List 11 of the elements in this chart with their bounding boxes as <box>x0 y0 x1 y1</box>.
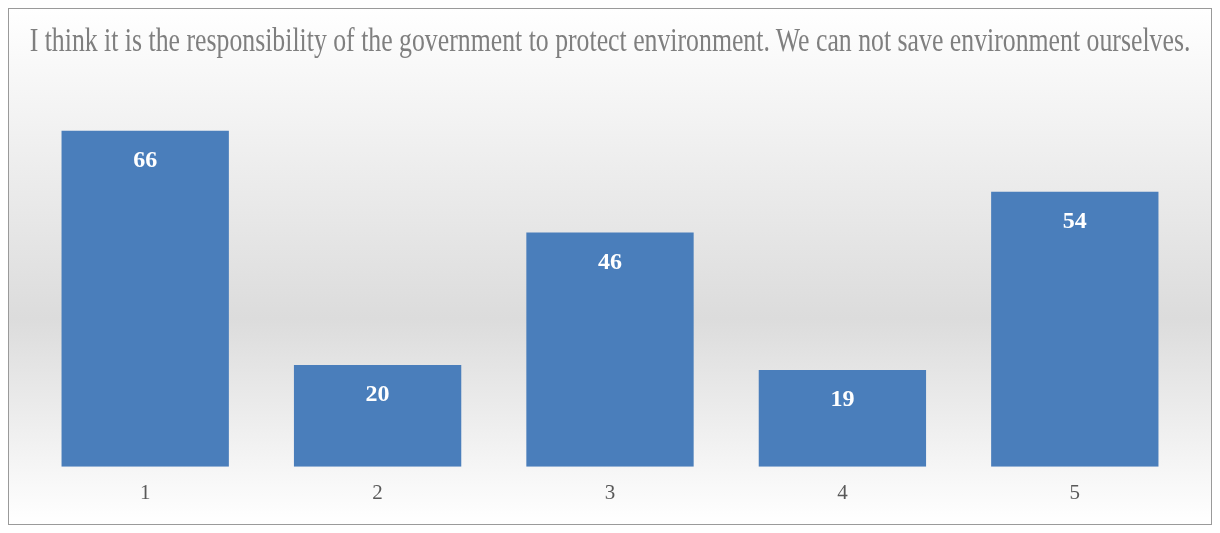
x-tick-label: 1 <box>139 479 151 504</box>
data-label: 20 <box>365 380 390 407</box>
x-tick-label: 3 <box>604 479 616 504</box>
data-label: 46 <box>598 247 622 274</box>
data-label: 54 <box>1062 207 1087 234</box>
x-tick-label: 2 <box>372 479 383 504</box>
data-label: 66 <box>133 145 158 172</box>
data-label: 19 <box>830 385 855 412</box>
x-tick-label: 4 <box>837 479 849 504</box>
x-tick-label: 5 <box>1069 479 1081 504</box>
chart-title: I think it is the responsibility of the government to protect environment. We can not save environment ourselves. <box>29 20 1191 59</box>
